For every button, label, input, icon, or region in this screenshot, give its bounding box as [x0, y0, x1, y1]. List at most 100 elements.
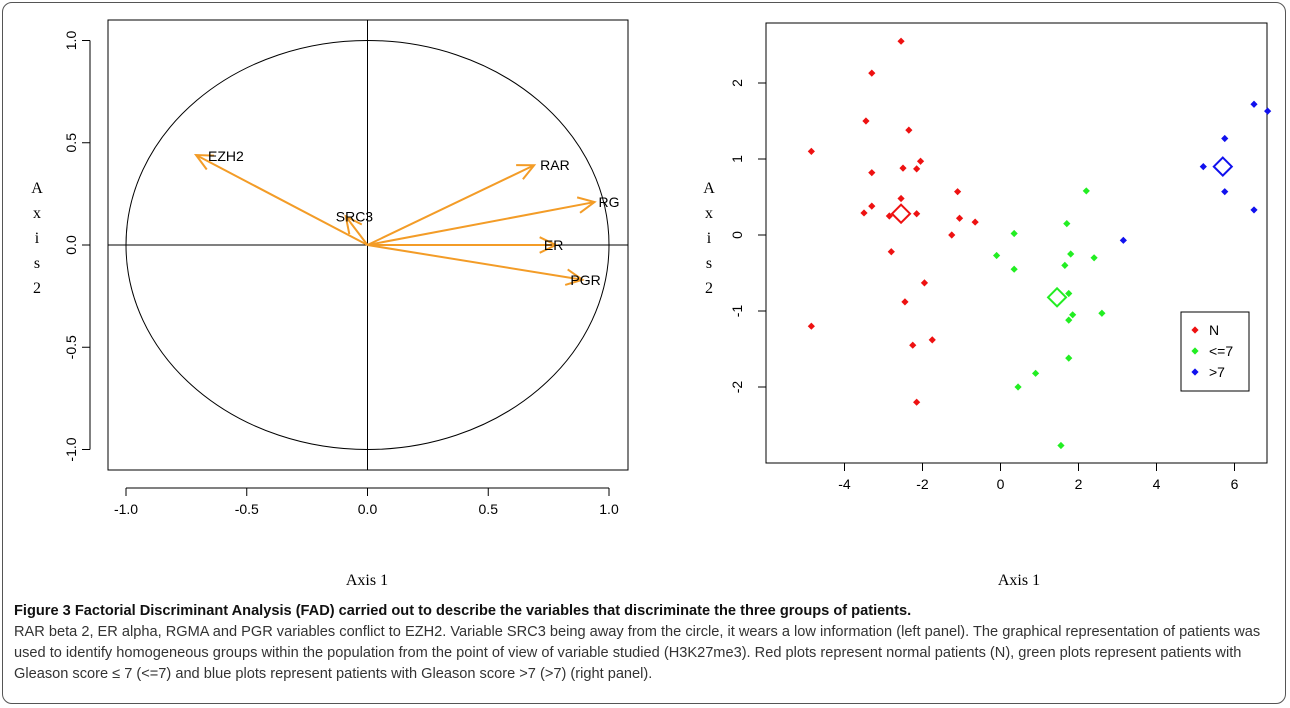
data-point [955, 214, 964, 222]
y-tick-label: 0.0 [63, 235, 79, 255]
data-point [1098, 309, 1106, 317]
y-axis-label-1: x [33, 205, 41, 222]
y-axis-label-3: s [706, 255, 712, 272]
data-point [1061, 261, 1069, 269]
legend-marker [1191, 347, 1199, 355]
y-axis-label-4: 2 [33, 280, 41, 297]
data-point [1090, 254, 1098, 262]
legend-box [1180, 311, 1250, 392]
y-tick-label: 2 [729, 79, 745, 87]
data-point [1082, 187, 1090, 195]
y-tick-label: 0 [729, 231, 745, 239]
data-point [897, 194, 905, 203]
data-point [901, 298, 909, 306]
data-point [1221, 188, 1229, 196]
vector-arrowhead [516, 164, 537, 180]
vector-arrowhead [193, 153, 215, 171]
x-axis-label: Axis 1 [998, 572, 1040, 589]
vector-label-src3: SRC3 [336, 208, 374, 224]
data-point [1032, 369, 1040, 377]
y-tick-label: 1 [729, 155, 745, 163]
vector-arrowhead [344, 214, 363, 235]
data-point [1057, 441, 1065, 450]
patients-scatter-plot: -4 -2 0 2 4 6 -2 -1 0 1 2 Axis 1 Axis 2 N <=7 >7 [703, 22, 1272, 589]
data-point [913, 210, 921, 218]
data-point [948, 231, 956, 239]
y-tick-label: -2 [729, 381, 745, 394]
y-axis-label-1: x [705, 205, 713, 222]
data-point [913, 398, 921, 406]
vector-rg [367, 201, 595, 246]
x-tick-label: 6 [1231, 476, 1239, 492]
group-centroid [1046, 286, 1068, 308]
y-axis-label-0: A [31, 180, 43, 197]
vector-label-rg: RG [599, 194, 620, 210]
x-tick-label: 0 [997, 476, 1005, 492]
x-tick-label: -4 [838, 476, 851, 492]
data-point [1069, 311, 1077, 319]
vector-label-ezh2: EZH2 [208, 148, 244, 164]
legend-label: <=7 [1209, 343, 1233, 359]
correlation-circle-plot: -1.0 -0.5 0.0 0.5 1.0 -1.0 -0.5 0.0 0.5 1.0 Axis 1… [31, 19, 629, 589]
vector-arrowhead [539, 236, 559, 254]
data-point [1067, 250, 1075, 258]
caption-body: RAR beta 2, ER alpha, RGMA and PGR varia… [14, 624, 1261, 682]
legend-label: N [1209, 322, 1219, 338]
data-point [885, 212, 893, 220]
data-point [1065, 289, 1073, 298]
data-point [971, 218, 979, 226]
data-point [920, 279, 929, 287]
data-point [916, 157, 925, 165]
y-axis-label-2: i [707, 230, 712, 247]
data-point [868, 202, 876, 210]
y-axis-label-4: 2 [705, 280, 713, 297]
y-axis-label-3: s [34, 255, 40, 272]
group-centroid [1212, 156, 1234, 178]
x-tick-label: -0.5 [235, 501, 259, 517]
vector-ezh2 [195, 154, 368, 246]
data-point [905, 126, 913, 134]
x-axis-label: Axis 1 [346, 572, 388, 589]
data-point [1010, 265, 1018, 273]
legend-marker [1191, 368, 1199, 376]
data-point [1063, 220, 1071, 228]
x-tick-label: 0.5 [479, 501, 499, 517]
data-point [909, 341, 917, 349]
legend-marker [1191, 326, 1199, 334]
x-tick-label: 2 [1075, 476, 1083, 492]
vector-rar [367, 164, 535, 246]
data-point [913, 165, 921, 173]
data-point [1010, 229, 1018, 238]
y-tick-label: 1.0 [63, 31, 79, 51]
data-point [1250, 206, 1258, 214]
x-tick-label: -1.0 [114, 501, 138, 517]
data-point [807, 147, 815, 155]
vector-pgr [367, 244, 583, 281]
group-centroid [890, 203, 912, 225]
data-point [1119, 236, 1127, 244]
data-point [868, 69, 876, 77]
data-point [928, 336, 936, 344]
data-point [860, 209, 868, 217]
x-tick-label: -2 [916, 476, 929, 492]
vector-label-rar: RAR [540, 157, 570, 173]
data-point [1250, 100, 1258, 108]
data-point [1221, 134, 1229, 143]
figure-caption: Figure 3 Factorial Discriminant Analysis… [14, 601, 1276, 685]
x-tick-label: 1.0 [599, 501, 619, 517]
legend-label: >7 [1209, 364, 1225, 380]
data-point [1065, 354, 1073, 362]
vector-label-er: ER [544, 237, 563, 253]
y-axis-label-0: A [703, 180, 715, 197]
plot-box [765, 22, 1268, 464]
data-point [897, 37, 905, 45]
y-tick-label: -0.5 [63, 335, 79, 359]
data-point [1264, 107, 1272, 115]
y-tick-label: -1 [729, 305, 745, 318]
vector-src3 [344, 215, 369, 246]
data-point [868, 169, 876, 177]
data-point [862, 117, 870, 125]
x-tick-label: 4 [1153, 476, 1161, 492]
vector-arrowhead [564, 268, 585, 286]
